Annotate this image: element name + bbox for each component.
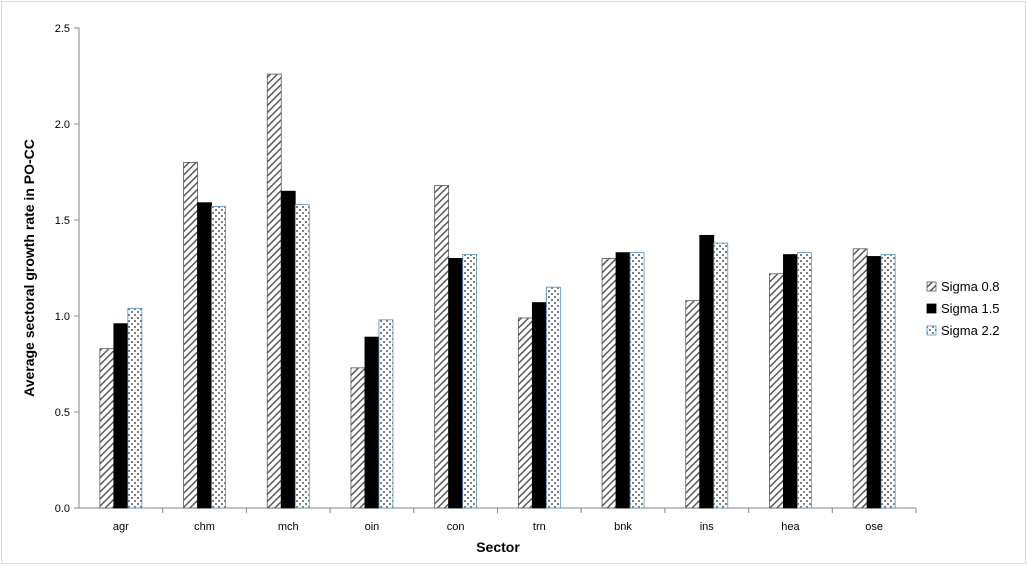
x-tick-label: chm	[194, 521, 215, 533]
legend-label: Sigma 1.5	[941, 301, 1000, 316]
bar-con-sigma-0-8	[434, 185, 450, 509]
bar-mch-sigma-2-2	[294, 204, 310, 509]
legend-swatch	[926, 303, 937, 314]
y-tick-label: 2.0	[55, 119, 70, 131]
bar-mch-sigma-0-8	[266, 73, 282, 509]
bar-ins-sigma-0-8	[685, 300, 701, 509]
bar-con-sigma-2-2	[462, 254, 478, 509]
x-tick-label: oin	[365, 521, 380, 533]
bar-ins-sigma-2-2	[713, 242, 729, 509]
bar-chm-sigma-1-5	[197, 202, 212, 509]
bar-chm-sigma-2-2	[211, 206, 226, 509]
bar-agr-sigma-2-2	[127, 307, 143, 509]
bar-trn-sigma-1-5	[531, 302, 547, 509]
bar-hea-sigma-0-8	[769, 273, 784, 509]
x-tick-label: hea	[781, 521, 800, 533]
bar-bnk-sigma-2-2	[629, 252, 645, 509]
legend-swatch	[926, 325, 937, 336]
x-tick-label: bnk	[614, 521, 632, 533]
bar-trn-sigma-0-8	[517, 317, 533, 509]
bar-agr-sigma-0-8	[99, 348, 115, 509]
bar-con-sigma-1-5	[448, 257, 464, 509]
bar-oin-sigma-2-2	[378, 319, 394, 509]
bar-oin-sigma-1-5	[364, 336, 380, 509]
bar-oin-sigma-0-8	[350, 367, 366, 509]
plot-area: 0.0 0.5 1.0 1.5 2.0 2.5 agr chm mch oin con trn bnk i…	[55, 23, 917, 533]
x-tick-label: agr	[113, 521, 129, 533]
legend-label: Sigma 0.8	[941, 279, 1000, 294]
x-tick-label: con	[447, 521, 465, 533]
bar-chm-sigma-0-8	[183, 161, 198, 509]
bar-bnk-sigma-0-8	[601, 257, 617, 509]
legend: Sigma 0.8 Sigma 1.5 Sigma 2.2	[926, 279, 1000, 338]
x-axis-title: Sector	[476, 539, 520, 555]
x-tick-label: trn	[533, 521, 546, 533]
y-tick-label: 2.5	[55, 23, 70, 35]
y-tick-label: 0.5	[55, 407, 70, 419]
x-tick-label: mch	[278, 521, 299, 533]
bar-trn-sigma-2-2	[545, 286, 561, 509]
bar-bnk-sigma-1-5	[615, 252, 631, 509]
bar-hea-sigma-1-5	[783, 254, 798, 509]
y-tick-label: 0.0	[55, 503, 70, 515]
bar-ins-sigma-1-5	[699, 234, 715, 509]
bar-mch-sigma-1-5	[280, 190, 296, 509]
bar-hea-sigma-2-2	[797, 252, 812, 509]
y-axis-title: Average sectoral growth rate in PO-CC	[21, 139, 37, 397]
x-tick-label: ins	[700, 521, 715, 533]
legend-label: Sigma 2.2	[941, 323, 1000, 338]
legend-swatch	[926, 281, 937, 292]
bar-agr-sigma-1-5	[113, 323, 129, 509]
x-tick-label: ose	[865, 521, 883, 533]
bar-ose-sigma-1-5	[866, 256, 882, 509]
y-tick-label: 1.0	[55, 311, 70, 323]
bar-ose-sigma-0-8	[852, 248, 868, 509]
y-tick-label: 1.5	[55, 215, 70, 227]
bar-ose-sigma-2-2	[880, 254, 896, 509]
